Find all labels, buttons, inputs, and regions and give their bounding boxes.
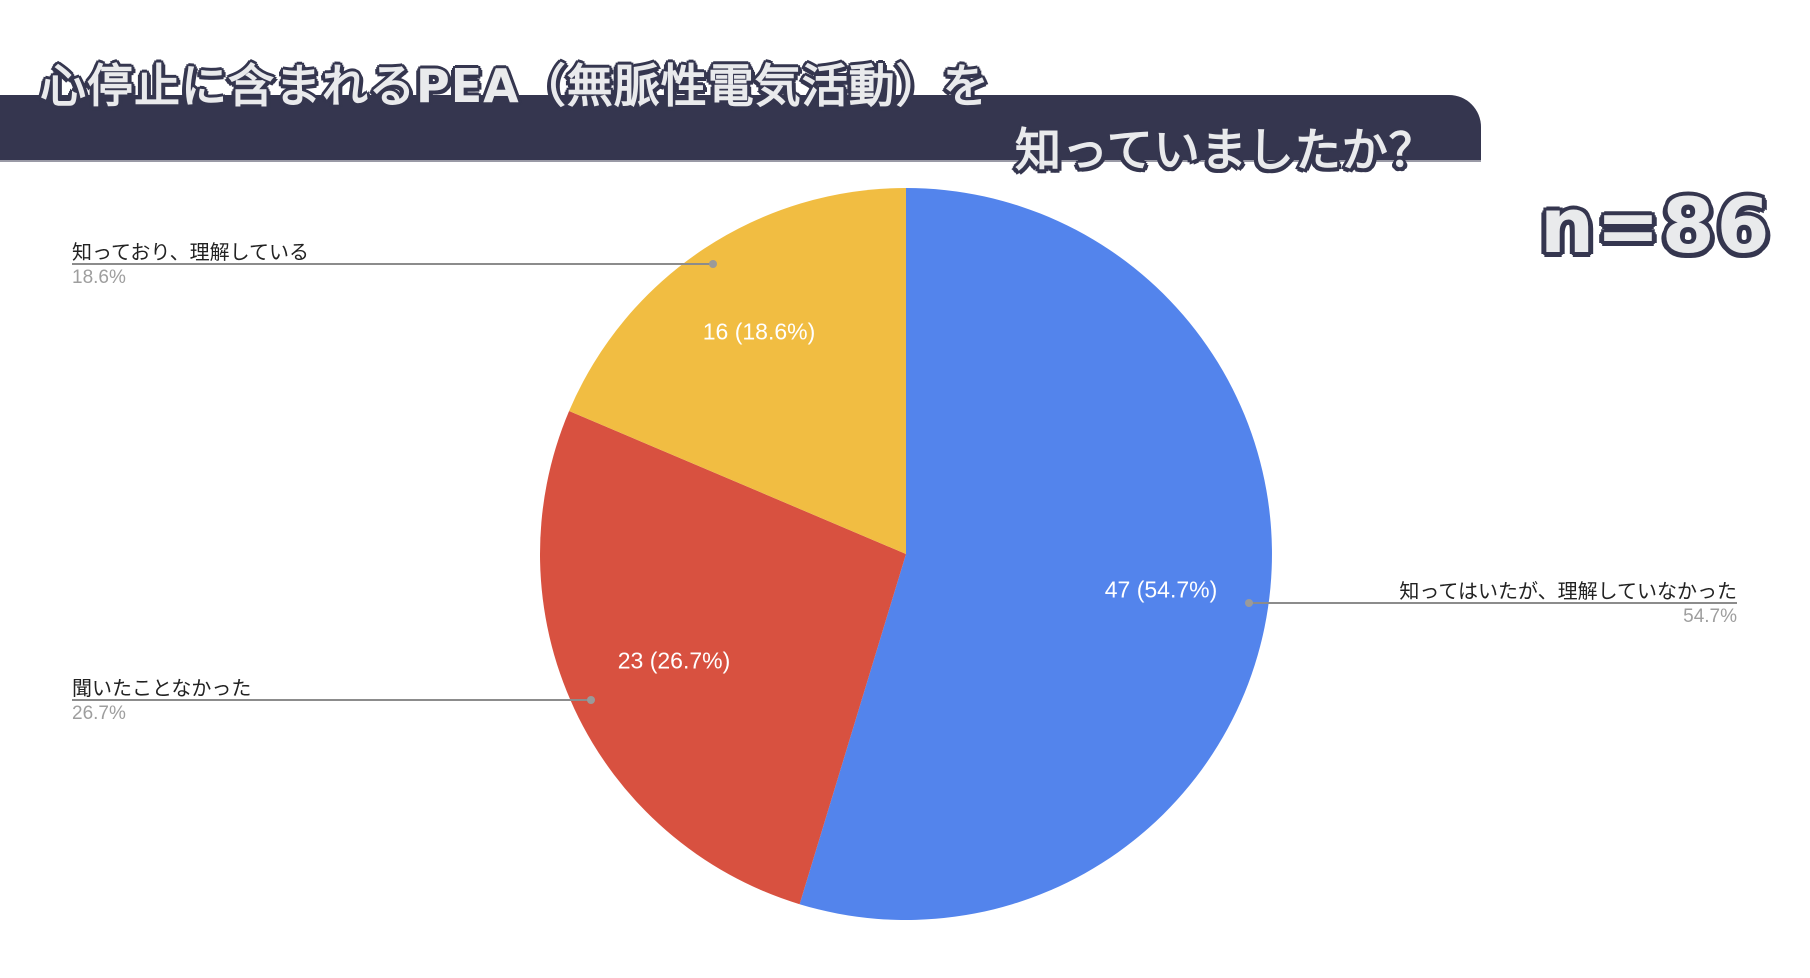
chart-title-line1: 心停止に含まれるPEA（無脈性電気活動）を xyxy=(40,59,990,113)
leader-line-blue xyxy=(1245,599,1737,607)
pie-slice-yellow[interactable] xyxy=(569,188,906,554)
leader-line-yellow xyxy=(72,260,717,268)
title-banner xyxy=(0,95,1481,160)
leader-line-red xyxy=(72,696,595,704)
slice-value-blue: 47 (54.7%) xyxy=(1104,576,1218,603)
pie-slice-red[interactable] xyxy=(540,411,906,905)
slice-value-yellow: 16 (18.6%) xyxy=(702,318,816,345)
legend-pct-blue: 54.7% xyxy=(1683,606,1737,627)
pie-slice-blue[interactable] xyxy=(799,188,1272,920)
slice-value-red: 23 (26.7%) xyxy=(617,647,731,674)
chart-title-line2: 知っていましたか？ xyxy=(1015,123,1436,177)
legend-label-red: 聞いたことなかった xyxy=(72,676,252,700)
legend-pct-red: 26.7% xyxy=(72,703,126,724)
legend-pct-yellow: 18.6% xyxy=(72,267,126,288)
sample-size-badge: n=86 xyxy=(1540,181,1772,270)
legend-label-yellow: 知っており、理解している xyxy=(72,240,309,264)
legend-label-blue: 知ってはいたが、理解していなかった xyxy=(1399,579,1737,603)
